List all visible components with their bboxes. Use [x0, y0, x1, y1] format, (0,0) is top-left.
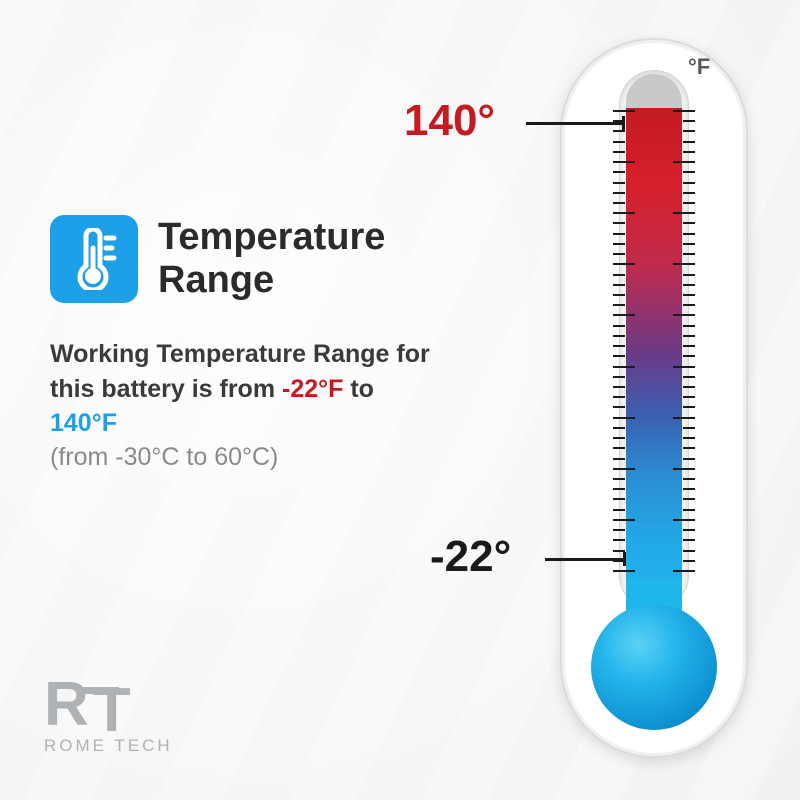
- title-line1: Temperature Range: [158, 216, 385, 301]
- high-temp-label: 140°: [404, 96, 495, 146]
- low-leader-tick: [623, 552, 626, 566]
- logo-mark: RT: [44, 679, 173, 732]
- thermometer-graphic: °F 140° -22°: [560, 38, 748, 758]
- description: Working Temperature Range for this batte…: [50, 337, 430, 441]
- thermometer-bulb: [591, 604, 717, 730]
- low-temp-label: -22°: [430, 532, 511, 582]
- title: Temperature Range: [158, 216, 385, 301]
- brand-logo: RT ROME TECH: [44, 679, 173, 756]
- infographic-content: Temperature Range Working Temperature Ra…: [0, 0, 800, 800]
- desc-high: 140°F: [50, 409, 117, 437]
- desc-low: -22°F: [282, 375, 343, 403]
- low-leader-line: [545, 558, 625, 561]
- desc-mid: to: [343, 375, 374, 403]
- thermometer-ticks: [613, 110, 695, 570]
- description-sub: (from -30°C to 60°C): [50, 443, 430, 472]
- high-leader-tick: [622, 116, 625, 130]
- high-leader-line: [526, 122, 624, 125]
- title-row: Temperature Range: [50, 215, 430, 303]
- thermometer-icon: [50, 215, 138, 303]
- unit-label: °F: [688, 54, 710, 80]
- text-block: Temperature Range Working Temperature Ra…: [50, 215, 430, 472]
